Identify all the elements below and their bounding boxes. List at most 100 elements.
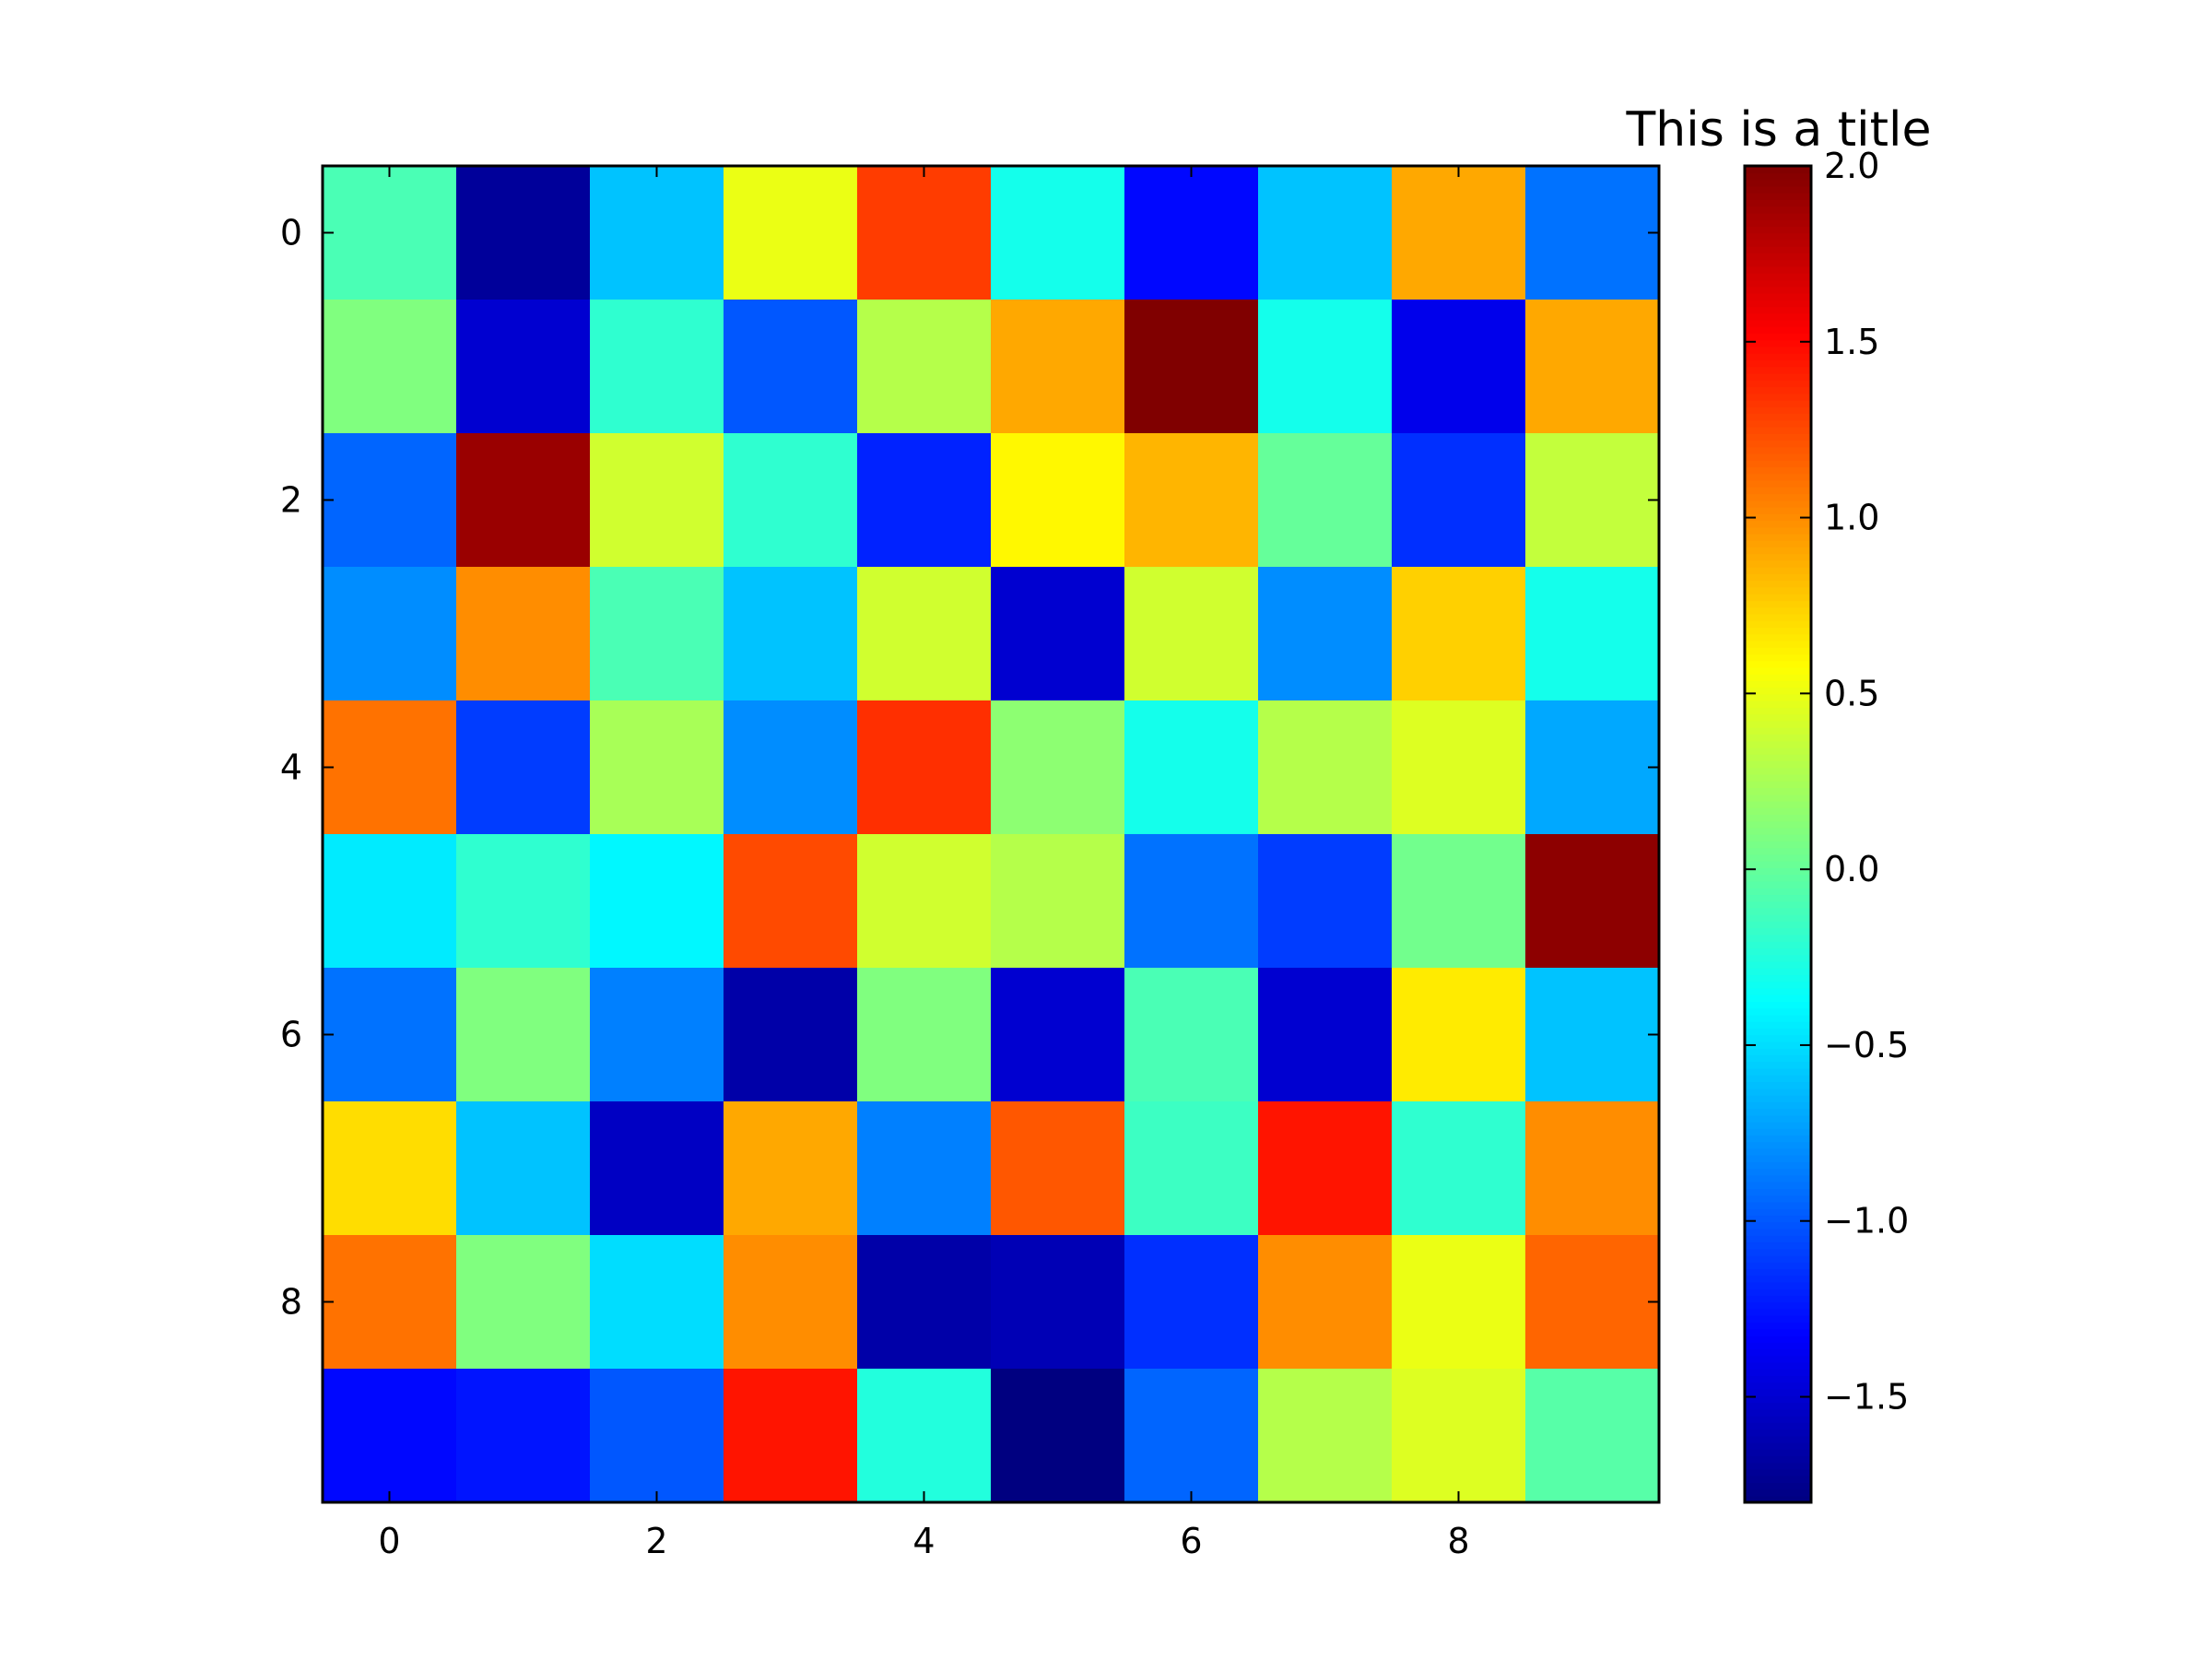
- colorbar: [1745, 166, 1811, 1503]
- colorbar-segment: [1745, 419, 1811, 428]
- heatmap-cell-r0-c9: [1525, 166, 1660, 300]
- colorbar-segment: [1745, 606, 1811, 615]
- heatmap-cell-r9-c4: [857, 1369, 992, 1503]
- colorbar-segment: [1745, 493, 1811, 501]
- colorbar-segment: [1745, 1342, 1811, 1350]
- colorbar-segment: [1745, 1429, 1811, 1437]
- heatmap-cell-r5-c9: [1525, 834, 1660, 969]
- colorbar-segment: [1745, 292, 1811, 300]
- colorbar-segment: [1745, 1048, 1811, 1056]
- heatmap-cell-r8-c1: [456, 1235, 591, 1370]
- colorbar-segment: [1745, 1088, 1811, 1096]
- colorbar-segment: [1745, 1221, 1811, 1230]
- colorbar-segment: [1745, 339, 1811, 347]
- heatmap-cell-r8-c5: [991, 1235, 1125, 1370]
- heatmap-cell-r8-c7: [1258, 1235, 1393, 1370]
- colorbar-segment: [1745, 1295, 1811, 1303]
- colorbar-segment: [1745, 300, 1811, 308]
- colorbar-segment: [1745, 1369, 1811, 1377]
- colorbar-segment: [1745, 627, 1811, 635]
- colorbar-segment: [1745, 413, 1811, 421]
- colorbar-segment: [1745, 853, 1811, 862]
- heatmap-cell-r2-c8: [1392, 433, 1526, 568]
- colorbar-segment: [1745, 1308, 1811, 1316]
- heatmap-cell-r5-c6: [1124, 834, 1259, 969]
- colorbar-segment: [1745, 326, 1811, 335]
- heatmap-cell-r7-c1: [456, 1101, 591, 1236]
- colorbar-segment: [1745, 767, 1811, 775]
- heatmap-cell-r9-c2: [590, 1369, 724, 1503]
- colorbar-segment: [1745, 1301, 1811, 1310]
- colorbar-segment: [1745, 533, 1811, 541]
- colorbar-segment: [1745, 1455, 1811, 1464]
- heatmap-cell-r2-c0: [323, 433, 457, 568]
- colorbar-tick-label: 1.5: [1824, 322, 1879, 362]
- colorbar-segment: [1745, 239, 1811, 247]
- colorbar-segment: [1745, 460, 1811, 468]
- x-tick-label: 4: [912, 1521, 935, 1561]
- colorbar-segment: [1745, 880, 1811, 888]
- heatmap-cell-r4-c5: [991, 700, 1125, 835]
- heatmap-cell-r1-c6: [1124, 300, 1259, 434]
- colorbar-segment: [1745, 1281, 1811, 1289]
- heatmap-cell-r2-c4: [857, 433, 992, 568]
- colorbar-axis: −1.5 −1.0 −0.5 0.0 0.5 1.0 1.5 2.0: [1745, 146, 1909, 1418]
- heatmap-cell-r8-c0: [323, 1235, 457, 1370]
- colorbar-segment: [1745, 1476, 1811, 1484]
- colorbar-segment: [1745, 1021, 1811, 1030]
- colorbar-segment: [1745, 1054, 1811, 1063]
- colorbar-segment: [1745, 907, 1811, 915]
- colorbar-segment: [1745, 279, 1811, 288]
- x-tick-label: 0: [378, 1521, 400, 1561]
- colorbar-segment: [1745, 960, 1811, 969]
- colorbar-segment: [1745, 1075, 1811, 1083]
- heatmap-cell-r5-c1: [456, 834, 591, 969]
- colorbar-segment: [1745, 954, 1811, 962]
- heatmap-cells: [323, 166, 1660, 1503]
- heatmap-cell-r1-c4: [857, 300, 992, 434]
- colorbar-segment: [1745, 1182, 1811, 1190]
- x-tick-label: 8: [1447, 1521, 1469, 1561]
- colorbar-segment: [1745, 265, 1811, 274]
- heatmap-cell-r3-c7: [1258, 567, 1393, 701]
- colorbar-segment: [1745, 600, 1811, 608]
- colorbar-segment: [1745, 406, 1811, 415]
- heatmap-cell-r1-c0: [323, 300, 457, 434]
- heatmap-cell-r1-c9: [1525, 300, 1660, 434]
- heatmap-cell-r2-c3: [724, 433, 858, 568]
- colorbar-segment: [1745, 1422, 1811, 1430]
- colorbar-segment: [1745, 754, 1811, 762]
- colorbar-segment: [1745, 586, 1811, 594]
- chart-title: This is a title: [1626, 102, 1932, 158]
- colorbar-segment: [1745, 1188, 1811, 1196]
- colorbar-segment: [1745, 1488, 1811, 1497]
- colorbar-segment: [1745, 553, 1811, 561]
- colorbar-segment: [1745, 366, 1811, 374]
- colorbar-segment: [1745, 232, 1811, 241]
- heatmap-cell-r9-c6: [1124, 1369, 1259, 1503]
- colorbar-segment: [1745, 433, 1811, 441]
- colorbar-segment: [1745, 1121, 1811, 1129]
- colorbar-segment: [1745, 734, 1811, 742]
- heatmap-cell-r6-c6: [1124, 968, 1259, 1102]
- heatmap-cell-r6-c4: [857, 968, 992, 1102]
- heatmap-cell-r3-c8: [1392, 567, 1526, 701]
- colorbar-segment: [1745, 246, 1811, 254]
- colorbar-segment: [1745, 1001, 1811, 1009]
- colorbar-segment: [1745, 1067, 1811, 1076]
- colorbar-segment: [1745, 653, 1811, 662]
- colorbar-segment: [1745, 720, 1811, 728]
- colorbar-segment: [1745, 1155, 1811, 1163]
- colorbar-segment: [1745, 1328, 1811, 1336]
- colorbar-segment: [1745, 526, 1811, 535]
- colorbar-segment: [1745, 1435, 1811, 1443]
- heatmap-cell-r5-c8: [1392, 834, 1526, 969]
- colorbar-segment: [1745, 987, 1811, 995]
- colorbar-segment: [1745, 1114, 1811, 1123]
- heatmap-cell-r3-c6: [1124, 567, 1259, 701]
- colorbar-segment: [1745, 1041, 1811, 1049]
- colorbar-frame: [1743, 164, 1813, 1504]
- heatmap-cell-r0-c8: [1392, 166, 1526, 300]
- colorbar-segment: [1745, 1361, 1811, 1370]
